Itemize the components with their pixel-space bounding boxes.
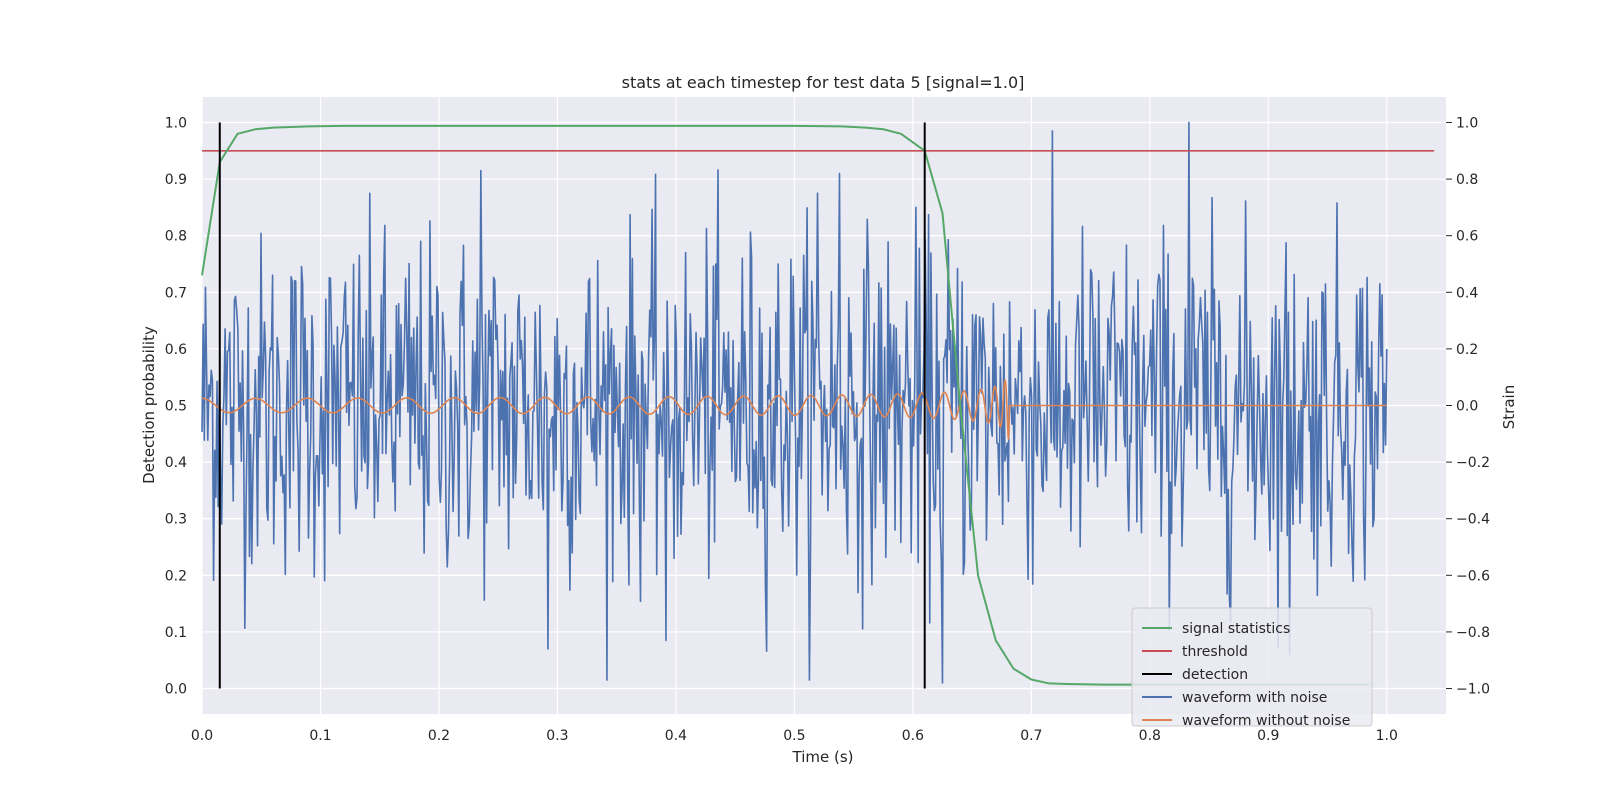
legend-label: threshold bbox=[1182, 644, 1248, 660]
y-right-tick-label: −1.0 bbox=[1456, 682, 1490, 698]
x-tick-label: 0.3 bbox=[546, 728, 568, 744]
series-line-waveform-with-noise bbox=[201, 121, 1388, 684]
y-right-tick-label: 0.2 bbox=[1456, 342, 1478, 358]
y-tick-label: 0.0 bbox=[165, 682, 187, 698]
y-axis-title-left: Detection probability bbox=[140, 326, 158, 484]
x-axis-title: Time (s) bbox=[792, 748, 854, 766]
x-tick-label: 0.1 bbox=[309, 728, 331, 744]
y-right-tick-label: 0.6 bbox=[1456, 229, 1478, 245]
x-tick-label: 0.7 bbox=[1020, 728, 1042, 744]
y-tick-label: 0.1 bbox=[165, 625, 187, 641]
y-right-tick-label: 0.8 bbox=[1456, 172, 1478, 188]
y-right-tick-label: −0.4 bbox=[1456, 512, 1490, 528]
legend-label: detection bbox=[1182, 667, 1248, 683]
y-tick-label: 0.4 bbox=[165, 455, 187, 471]
legend-label: waveform without noise bbox=[1182, 713, 1350, 729]
x-tick-label: 0.9 bbox=[1257, 728, 1279, 744]
legend: signal statistics threshold detection wavef… bbox=[1131, 607, 1373, 729]
series-line-signal-statistics bbox=[201, 124, 1369, 686]
y-tick-label: 1.0 bbox=[165, 115, 187, 131]
y-tick-label: 0.8 bbox=[165, 229, 187, 245]
y-tick-label: 0.5 bbox=[165, 399, 187, 415]
y-tick-label: 0.2 bbox=[165, 568, 187, 584]
legend-label: waveform with noise bbox=[1182, 690, 1327, 706]
series-line-waveform-without-noise bbox=[201, 379, 1388, 440]
y-right-tick-label: −0.6 bbox=[1456, 568, 1490, 584]
x-tick-label: 0.0 bbox=[191, 728, 213, 744]
legend-box bbox=[1131, 607, 1373, 727]
y-tick-label: 0.3 bbox=[165, 512, 187, 528]
y-right-tick-label: −0.2 bbox=[1456, 455, 1490, 471]
y-tick-label: 0.6 bbox=[165, 342, 187, 358]
tick-labels: 0.0 0.1 0.2 0.3 0.4 0.5 0.6 0.7 0.8 0.9 1.0 0.0 0.1 0… bbox=[165, 115, 1490, 744]
chart-title: stats at each timestep for test data 5 [… bbox=[622, 73, 1025, 92]
x-tick-label: 0.8 bbox=[1139, 728, 1161, 744]
y-right-tick-label: 0.0 bbox=[1456, 399, 1478, 415]
y-tick-label: 0.9 bbox=[165, 172, 187, 188]
x-tick-label: 0.5 bbox=[783, 728, 805, 744]
y-tick-label: 0.7 bbox=[165, 285, 187, 301]
y-right-tick-label: 0.4 bbox=[1456, 285, 1478, 301]
x-tick-label: 0.4 bbox=[665, 728, 687, 744]
y-axis-title-right: Strain bbox=[1500, 385, 1518, 429]
y-right-tick-label: −0.8 bbox=[1456, 625, 1490, 641]
y-right-tick-label: 1.0 bbox=[1456, 115, 1478, 131]
series-layer bbox=[201, 121, 1435, 689]
x-tick-label: 1.0 bbox=[1376, 728, 1398, 744]
legend-label: signal statistics bbox=[1182, 621, 1290, 637]
x-tick-label: 0.2 bbox=[428, 728, 450, 744]
x-tick-label: 0.6 bbox=[902, 728, 924, 744]
